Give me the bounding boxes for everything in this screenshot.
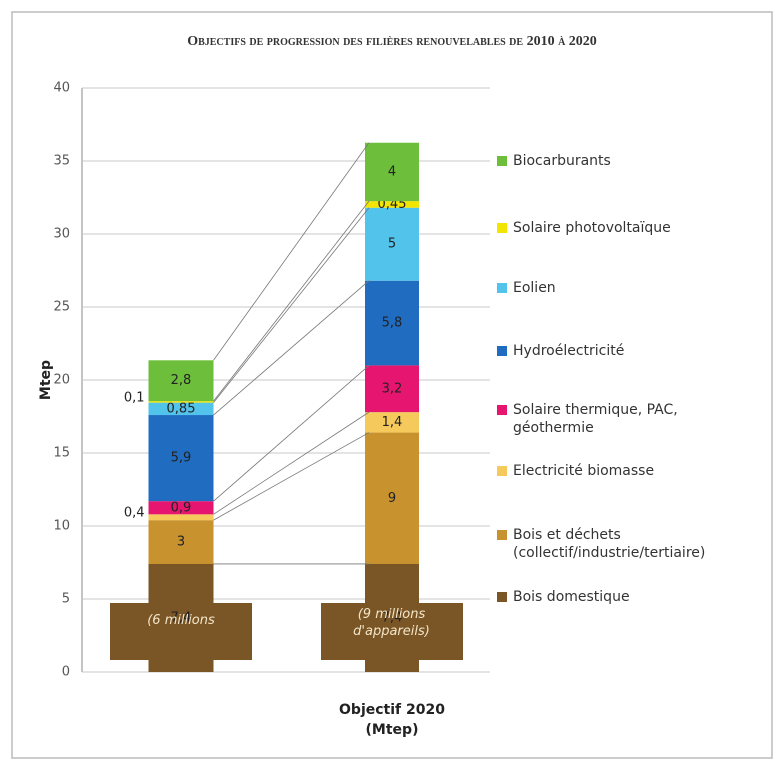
legend-label: Eolien bbox=[513, 280, 556, 296]
bar-segment bbox=[365, 201, 419, 208]
y-tick-label: 30 bbox=[53, 227, 70, 242]
bar-segment bbox=[148, 360, 214, 402]
y-tick-label: 20 bbox=[53, 373, 70, 388]
legend-label: Solaire photovoltaïque bbox=[513, 220, 671, 236]
legend-swatch bbox=[497, 405, 507, 415]
legend-label: Bois domestique bbox=[513, 589, 630, 605]
legend-label: Biocarburants bbox=[513, 153, 611, 169]
y-tick-label: 40 bbox=[53, 81, 70, 96]
y-tick-label: 15 bbox=[53, 446, 70, 461]
legend-swatch bbox=[497, 156, 507, 166]
connector bbox=[213, 432, 370, 521]
legend-item: Eolien bbox=[497, 279, 767, 297]
frame bbox=[11, 11, 773, 759]
bar-segment bbox=[148, 514, 214, 521]
legend-swatch bbox=[497, 530, 507, 540]
value-label: 0,9 bbox=[171, 500, 192, 515]
legend-item: Bois et déchets (collectif/industrie/ter… bbox=[497, 526, 767, 562]
value-label: 0,1 bbox=[124, 390, 145, 405]
value-label: 4 bbox=[388, 164, 396, 179]
legend-label: Solaire thermique, PAC, géothermie bbox=[513, 402, 678, 436]
value-label: 9 bbox=[388, 491, 396, 506]
legend-label: Hydroélectricité bbox=[513, 343, 625, 359]
chart-title: Objectifs de progression des filières re… bbox=[187, 34, 597, 49]
legend-swatch bbox=[497, 592, 507, 602]
connector bbox=[213, 207, 370, 403]
bar-segment bbox=[365, 207, 419, 281]
x-tick-label: Objectif 2020 (Mtep) bbox=[339, 702, 445, 738]
legend-label: Bois et déchets (collectif/industrie/ter… bbox=[513, 527, 706, 561]
legend-item: Hydroélectricité bbox=[497, 342, 767, 360]
value-label: 2,8 bbox=[171, 373, 192, 388]
y-tick-label: 5 bbox=[62, 592, 70, 607]
value-label: 1,4 bbox=[382, 415, 403, 430]
y-tick-label: 25 bbox=[53, 300, 70, 315]
y-axis-label: Mtep bbox=[38, 360, 54, 400]
bar-segment bbox=[365, 142, 419, 202]
connector bbox=[213, 411, 370, 515]
value-label: 5,8 bbox=[382, 316, 403, 331]
bar-segment bbox=[148, 520, 214, 564]
y-tick-label: 35 bbox=[53, 154, 70, 169]
annotation: (6 millions bbox=[147, 613, 215, 628]
bar-segment bbox=[148, 402, 214, 416]
bar-segment bbox=[148, 401, 214, 403]
bar-segment bbox=[365, 563, 419, 672]
value-label: 5 bbox=[388, 237, 396, 252]
legend-item: Solaire thermique, PAC, géothermie bbox=[497, 401, 767, 437]
connector bbox=[213, 200, 370, 402]
connector bbox=[213, 365, 370, 502]
bar-segment bbox=[148, 415, 214, 502]
value-label: 3,2 bbox=[382, 381, 403, 396]
y-tick-label: 0 bbox=[62, 665, 70, 680]
legend-item: Solaire photovoltaïque bbox=[497, 219, 767, 237]
annotation: (9 millions d'appareils) bbox=[353, 607, 430, 639]
legend-label: Electricité biomasse bbox=[513, 463, 655, 479]
value-label: 5,9 bbox=[171, 451, 192, 466]
bar-segment bbox=[148, 563, 214, 672]
value-label: 0,4 bbox=[124, 506, 145, 521]
bar-segment bbox=[365, 365, 419, 413]
value-label: 7,4 bbox=[382, 610, 403, 625]
bar-segment bbox=[365, 280, 419, 366]
legend-swatch bbox=[497, 223, 507, 233]
bar-segment bbox=[148, 501, 214, 515]
connector bbox=[213, 280, 370, 416]
legend-swatch bbox=[497, 283, 507, 293]
legend-item: Bois domestique bbox=[497, 588, 767, 606]
legend-swatch bbox=[497, 466, 507, 476]
bar-segment bbox=[365, 432, 419, 564]
bar-segment bbox=[365, 412, 419, 433]
value-label: 0,85 bbox=[167, 401, 196, 416]
value-label: 3 bbox=[177, 535, 185, 550]
legend-swatch bbox=[497, 346, 507, 356]
value-label: 7,4 bbox=[171, 610, 192, 625]
legend-item: Biocarburants bbox=[497, 152, 767, 170]
legend-item: Electricité biomasse bbox=[497, 462, 767, 480]
connector bbox=[213, 142, 370, 361]
y-tick-label: 10 bbox=[53, 519, 70, 534]
